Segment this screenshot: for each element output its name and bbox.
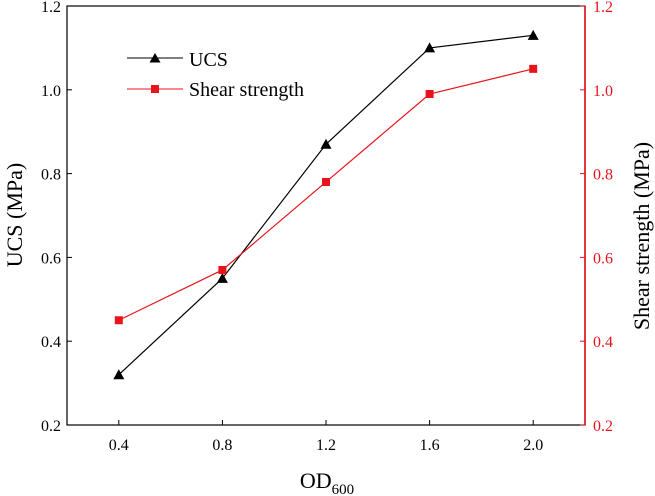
series-line-shear-strength (118, 68, 534, 321)
x-tick-label: 0.4 (109, 437, 129, 454)
series-point-shear-strength (218, 265, 227, 274)
legend: UCS Shear strength (127, 49, 304, 101)
y-left-tick-label: 0.6 (41, 250, 61, 267)
x-tick-label: 2.0 (523, 437, 543, 454)
x-axis-label-subscript: 600 (332, 482, 355, 496)
legend-marker-ucs (149, 53, 161, 63)
y-left-tick-label: 1.2 (41, 0, 61, 16)
y-right-tick-label: 1.2 (593, 0, 613, 16)
series-point-shear-strength (529, 64, 538, 73)
legend-label-shear: Shear strength (189, 79, 304, 101)
y-right-tick-label: 0.6 (593, 250, 613, 267)
y-right-label: Shear strength (MPa) (629, 142, 654, 330)
x-axis-label-main: OD (300, 468, 332, 493)
series-point-ucs (113, 369, 125, 380)
series-point-ucs (320, 138, 332, 149)
series-line-ucs (118, 34, 534, 376)
series-point-shear-strength (425, 89, 434, 98)
series-point-shear-strength (114, 316, 123, 325)
y-left-tick-label: 0.8 (41, 167, 61, 184)
x-tick-label: 1.6 (420, 437, 440, 454)
series-point-ucs (216, 272, 228, 283)
series-point-ucs (424, 42, 436, 53)
legend-label-ucs: UCS (189, 49, 228, 71)
x-tick-label: 0.8 (212, 437, 232, 454)
y-right-tick-label: 1.0 (593, 83, 613, 100)
legend-marker-shear (151, 85, 159, 93)
series-point-shear-strength (322, 177, 330, 186)
y-left-tick-label: 1.0 (41, 83, 61, 100)
y-left-tick-label: 0.4 (41, 334, 61, 351)
y-right-tick-label: 0.4 (593, 334, 613, 351)
y-left-tick-label: 0.2 (41, 418, 61, 435)
x-tick-label: 1.2 (316, 437, 336, 454)
y-left-label: UCS (MPa) (2, 163, 27, 268)
y-right-tick-label: 0.2 (593, 418, 613, 435)
y-right-tick-label: 0.8 (593, 167, 613, 184)
plot-area (66, 5, 586, 426)
x-axis-label: OD600 (300, 468, 354, 496)
series-point-ucs (527, 29, 539, 40)
